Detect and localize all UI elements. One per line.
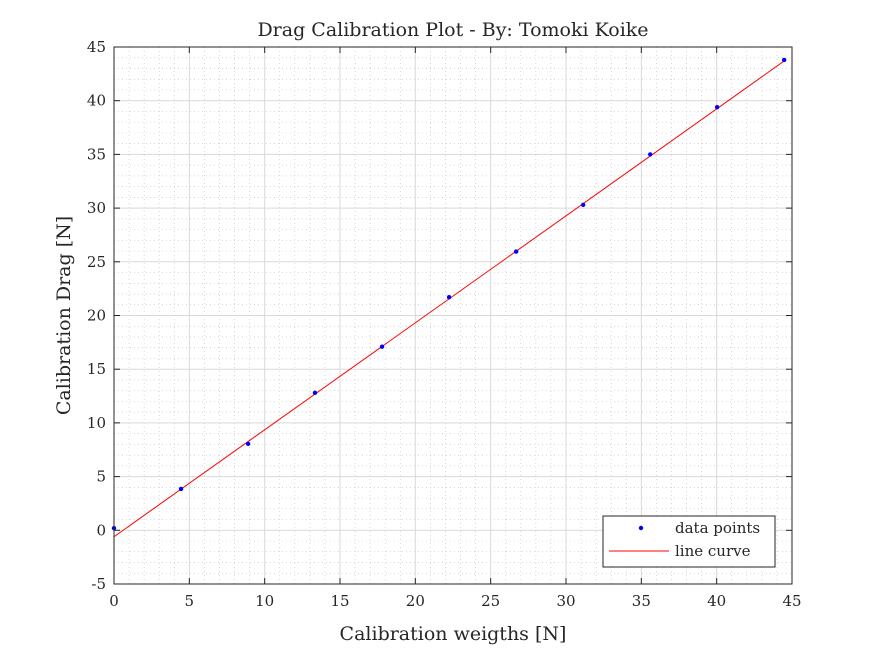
data-point <box>580 202 586 208</box>
y-tick-label: 20 <box>87 307 106 325</box>
x-tick-label: 10 <box>255 592 274 610</box>
data-point <box>714 104 720 110</box>
y-tick-label: 0 <box>96 521 106 539</box>
legend: data points line curve <box>602 515 776 568</box>
x-tick-label: 20 <box>406 592 425 610</box>
ticks <box>113 46 793 585</box>
y-tick-labels: -5 0 5 10 15 20 25 30 35 40 45 <box>87 38 106 593</box>
legend-label-line-curve: line curve <box>675 542 751 560</box>
data-point <box>379 344 385 349</box>
data-point <box>781 57 787 63</box>
y-tick-label: 5 <box>96 468 106 486</box>
x-tick-label: 5 <box>185 592 195 610</box>
legend-label-data-points: data points <box>675 519 760 537</box>
y-tick-label: 35 <box>87 145 106 163</box>
x-tick-label: 40 <box>707 592 726 610</box>
data-point <box>513 249 519 254</box>
y-tick-label: 15 <box>87 360 106 378</box>
y-tick-label: 10 <box>87 414 106 432</box>
data-point <box>245 441 251 447</box>
x-tick-label: 15 <box>330 592 349 610</box>
x-tick-label: 45 <box>782 592 801 610</box>
x-tick-labels: 0 5 10 15 20 25 30 35 40 45 <box>109 592 801 610</box>
legend-box <box>602 515 776 568</box>
data-point <box>446 295 452 300</box>
x-tick-label: 25 <box>481 592 500 610</box>
y-tick-label: 40 <box>87 92 106 110</box>
y-tick-label: 30 <box>87 199 106 217</box>
x-tick-label: 30 <box>556 592 575 610</box>
x-tick-label: 35 <box>632 592 651 610</box>
series-layer <box>111 57 787 538</box>
x-axis-label: Calibration weigths [N] <box>340 623 567 645</box>
x-tick-label: 0 <box>109 592 119 610</box>
y-tick-label: 25 <box>87 253 106 271</box>
chart-title: Drag Calibration Plot - By: Tomoki Koike <box>257 19 648 41</box>
data-point <box>312 390 318 396</box>
y-axis-label: Calibration Drag [N] <box>53 216 75 415</box>
data-point <box>648 152 653 157</box>
data-point <box>178 486 184 492</box>
y-tick-label: 45 <box>87 38 106 56</box>
y-tick-label: -5 <box>91 575 106 593</box>
legend-marker-data-points <box>638 525 644 531</box>
